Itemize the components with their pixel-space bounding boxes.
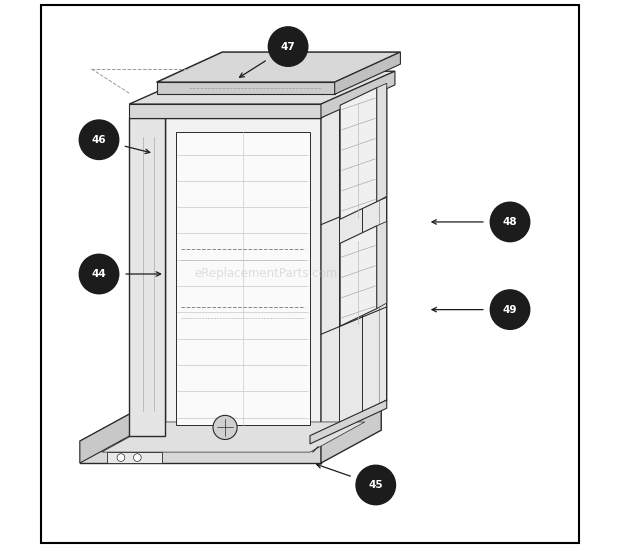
Circle shape <box>79 120 119 159</box>
Polygon shape <box>157 52 401 82</box>
Text: 48: 48 <box>503 217 517 227</box>
Polygon shape <box>321 82 387 436</box>
Circle shape <box>356 465 396 505</box>
Polygon shape <box>321 408 381 463</box>
Polygon shape <box>377 221 387 309</box>
Polygon shape <box>80 408 140 463</box>
Text: eReplacementParts.com: eReplacementParts.com <box>195 267 338 281</box>
Circle shape <box>79 254 119 294</box>
Circle shape <box>490 290 529 329</box>
Polygon shape <box>129 71 395 104</box>
Polygon shape <box>340 88 377 219</box>
Polygon shape <box>80 408 381 441</box>
Polygon shape <box>165 118 321 436</box>
Polygon shape <box>80 441 321 463</box>
Polygon shape <box>377 83 387 202</box>
Circle shape <box>268 27 308 66</box>
Text: 46: 46 <box>92 135 107 145</box>
Text: 47: 47 <box>281 42 296 52</box>
Circle shape <box>490 202 529 242</box>
Polygon shape <box>175 132 310 425</box>
Polygon shape <box>321 71 395 118</box>
Polygon shape <box>157 82 335 94</box>
Polygon shape <box>335 52 401 94</box>
Circle shape <box>213 415 237 439</box>
Polygon shape <box>129 104 321 118</box>
Text: 45: 45 <box>368 480 383 490</box>
Polygon shape <box>129 101 192 118</box>
Circle shape <box>133 454 141 461</box>
Circle shape <box>117 454 125 461</box>
Text: 44: 44 <box>92 269 107 279</box>
Polygon shape <box>310 400 387 444</box>
Text: 49: 49 <box>503 305 517 315</box>
Polygon shape <box>102 422 365 452</box>
Polygon shape <box>340 226 377 326</box>
Polygon shape <box>129 118 165 436</box>
Polygon shape <box>107 452 162 463</box>
